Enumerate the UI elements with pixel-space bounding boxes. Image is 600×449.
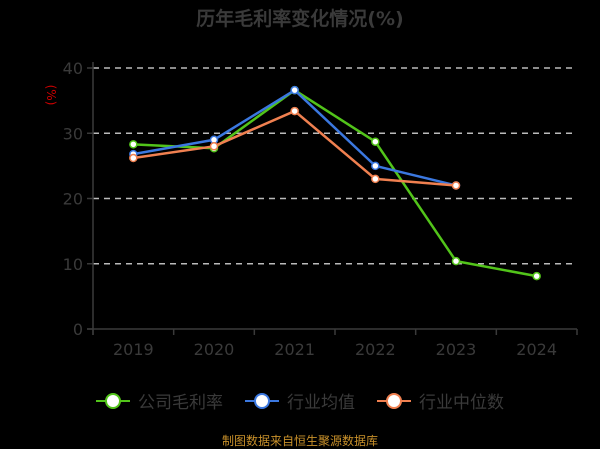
x-tick-label: 2024 — [516, 340, 557, 359]
data-point — [290, 85, 299, 95]
y-tick-label: 40 — [63, 59, 83, 78]
data-point — [371, 174, 380, 184]
line-chart: 0 10 20 30 40 2019 2020 2021 2022 2023 2024 (%) — [44, 59, 578, 359]
x-tick-label: 2021 — [274, 340, 315, 359]
data-point — [371, 161, 380, 171]
legend-label: 行业均值 — [287, 393, 355, 413]
series-line — [133, 88, 537, 278]
legend-marker-orange-icon — [377, 392, 411, 409]
data-point — [290, 106, 299, 116]
data-point — [451, 181, 461, 190]
series-line — [133, 88, 457, 187]
data-point — [129, 153, 138, 163]
legend-marker-green-icon — [96, 392, 130, 409]
y-axis-label: (%) — [44, 85, 58, 106]
x-tick-label: 2020 — [194, 340, 235, 359]
x-tick-label: 2022 — [355, 340, 396, 359]
legend-item-industry-median[interactable]: 行业中位数 — [377, 388, 504, 413]
data-source-note: 制图数据来自恒生聚源数据库 — [221, 434, 378, 448]
chart-title: 历年毛利率变化情况(%) — [196, 8, 404, 30]
data-point — [371, 137, 380, 146]
data-point — [451, 256, 461, 266]
legend-label: 行业中位数 — [419, 393, 504, 413]
y-tick-label: 20 — [63, 190, 83, 209]
data-point — [129, 140, 138, 149]
x-tick-label: 2023 — [436, 340, 477, 359]
y-tick-label: 30 — [63, 124, 83, 143]
legend: 公司毛利率 行业均值 行业中位数 — [0, 388, 600, 413]
y-tick-label: 0 — [73, 320, 83, 339]
x-tick-label: 2019 — [113, 340, 154, 359]
legend-item-industry-avg[interactable]: 行业均值 — [245, 388, 355, 413]
data-point — [532, 271, 541, 281]
legend-label: 公司毛利率 — [138, 393, 223, 413]
data-point — [209, 142, 219, 151]
legend-marker-blue-icon — [245, 392, 279, 409]
legend-item-company[interactable]: 公司毛利率 — [96, 388, 223, 413]
y-tick-label: 10 — [63, 255, 83, 274]
